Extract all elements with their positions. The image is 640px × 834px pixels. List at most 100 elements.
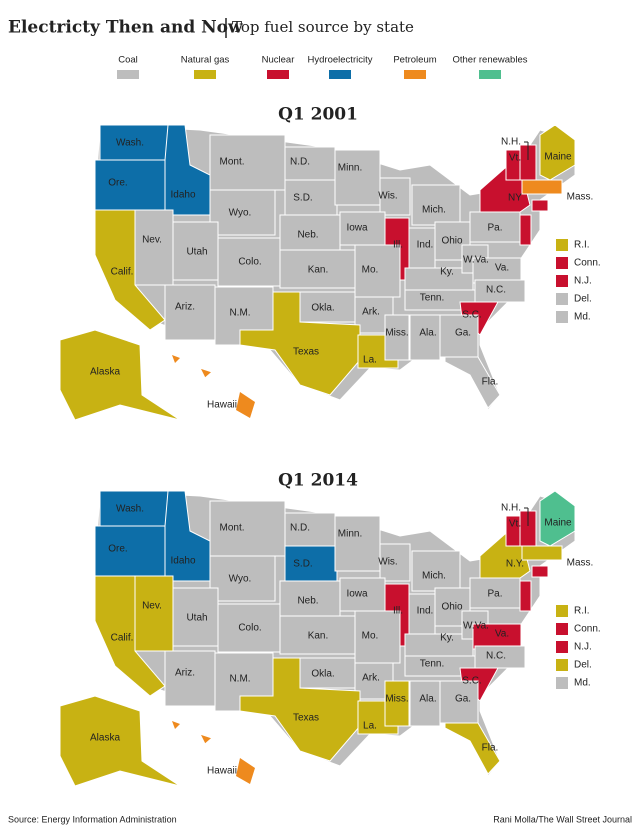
- state-label: Ind.: [417, 606, 434, 617]
- small-state-label: Conn.: [574, 258, 601, 269]
- legend-label: Petroleum: [393, 55, 436, 66]
- state-label: Hawaii: [207, 766, 237, 777]
- state: [199, 733, 213, 745]
- state: [94, 525, 166, 579]
- state-label: Texas: [293, 713, 319, 724]
- state-label: Ariz.: [175, 302, 195, 313]
- state-label: Minn.: [338, 163, 362, 174]
- small-state-swatch: [556, 677, 568, 689]
- state-label: Ark.: [362, 307, 380, 318]
- state-label: Miss.: [385, 328, 408, 339]
- state-label: Ga.: [455, 694, 471, 705]
- state-label: Fla.: [482, 743, 499, 754]
- source: Source: Energy Information Administratio…: [8, 814, 177, 824]
- state-label: Mont.: [219, 523, 244, 534]
- state-label: S.C.: [462, 310, 481, 321]
- state: [94, 575, 166, 697]
- state-label: Nev.: [142, 601, 162, 612]
- legend-label: Other renewables: [453, 55, 528, 66]
- state-label: NY: [508, 193, 522, 204]
- state-label: Neb.: [297, 596, 318, 607]
- small-state-label: R.I.: [574, 240, 590, 251]
- state: [474, 645, 526, 669]
- state-label: Ore.: [108, 178, 127, 189]
- state-label: Ark.: [362, 673, 380, 684]
- state-label: N.M.: [229, 674, 250, 685]
- state-label: Ill.: [393, 606, 403, 617]
- state-label: Ala.: [419, 694, 436, 705]
- state: [209, 555, 276, 602]
- state-label: Wash.: [116, 504, 144, 515]
- state-label: Ohio: [441, 602, 463, 613]
- state: [474, 279, 526, 303]
- state-label: Wyo.: [229, 208, 252, 219]
- state-label: Ill.: [393, 240, 403, 251]
- state-label: Colo.: [238, 623, 261, 634]
- legend-label: Natural gas: [181, 55, 230, 66]
- small-state-swatch: [556, 623, 568, 635]
- state-label: Mo.: [362, 265, 379, 276]
- state-label: Kan.: [308, 631, 329, 642]
- state-label: Neb.: [297, 230, 318, 241]
- state-label: Va.: [495, 263, 509, 274]
- state-label: Mass.: [567, 558, 594, 569]
- state-label: Wis.: [378, 191, 397, 202]
- state-label: Wash.: [116, 138, 144, 149]
- state-label: Mo.: [362, 631, 379, 642]
- state-label: W.Va.: [463, 621, 489, 632]
- credit: Rani Molla/The Wall Street Journal: [493, 814, 632, 824]
- state-label: N.M.: [229, 308, 250, 319]
- legend-label: Hydroelectricity: [308, 55, 373, 66]
- state: [444, 722, 501, 775]
- small-state-swatch: [556, 257, 568, 269]
- state: [199, 367, 213, 379]
- state-label: La.: [363, 721, 377, 732]
- state-label: Okla.: [311, 303, 334, 314]
- state-label: Pa.: [487, 589, 502, 600]
- state-label: N.H.: [501, 137, 521, 148]
- legend-label: Coal: [118, 55, 138, 66]
- nj-shape: [519, 214, 532, 246]
- small-state-swatch: [556, 605, 568, 617]
- state-label: Utah: [186, 613, 207, 624]
- state-label: Ariz.: [175, 668, 195, 679]
- small-state-label: Del.: [574, 660, 592, 671]
- state-label: Miss.: [385, 694, 408, 705]
- state: [384, 680, 410, 727]
- state-label: Maine: [544, 152, 572, 163]
- map: Q1 2014 Wash. Ore. Idaho Mont. Wyo. N.D. S.D. Mi…: [59, 471, 601, 787]
- state-label: Wyo.: [229, 574, 252, 585]
- state-label: Va.: [495, 629, 509, 640]
- state-label: La.: [363, 355, 377, 366]
- state-label: Mich.: [422, 205, 446, 216]
- state: [134, 209, 174, 286]
- state-label: N.D.: [290, 157, 310, 168]
- small-state-swatch: [556, 659, 568, 671]
- map-title: Q1 2001: [278, 105, 358, 125]
- small-state-label: Del.: [574, 294, 592, 305]
- subtitle: Top fuel source by state: [232, 18, 414, 36]
- small-state-label: R.I.: [574, 606, 590, 617]
- small-state-swatch: [556, 239, 568, 251]
- small-state-swatch: [556, 641, 568, 653]
- state-label: Vt.: [509, 519, 521, 530]
- small-state-label: Md.: [574, 678, 591, 689]
- legend-swatch: [194, 70, 216, 79]
- conn-shape: [531, 565, 549, 578]
- state: [521, 179, 563, 195]
- state-label: Hawaii: [207, 400, 237, 411]
- state-label: Texas: [293, 347, 319, 358]
- state: [459, 667, 499, 702]
- state: [354, 610, 401, 664]
- state-label: Ala.: [419, 328, 436, 339]
- hawaii-island: [236, 758, 255, 784]
- state-label: Minn.: [338, 529, 362, 540]
- state: [459, 301, 499, 336]
- state: [209, 189, 276, 236]
- state-label: Mass.: [567, 192, 594, 203]
- hawaii-island: [172, 721, 180, 729]
- state-label: W.Va.: [463, 255, 489, 266]
- small-state-label: Conn.: [574, 624, 601, 635]
- state: [521, 545, 563, 561]
